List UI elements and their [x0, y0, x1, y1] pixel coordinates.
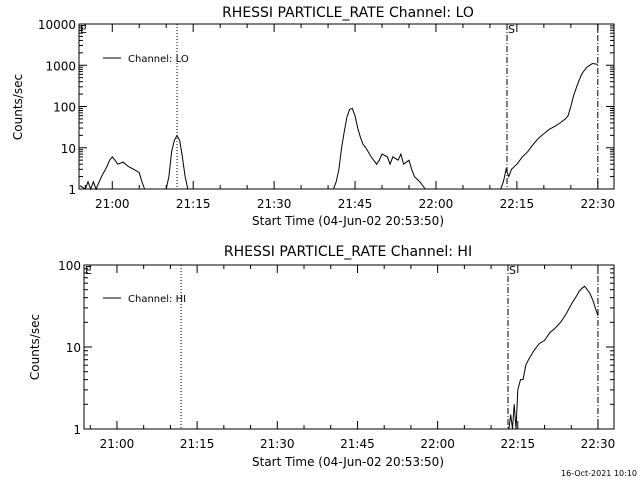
x-tick-label: 21:15 [176, 197, 211, 211]
x-tick-label: 21:00 [95, 197, 130, 211]
plot-frame [83, 264, 615, 430]
time-marker-label: E [85, 264, 92, 277]
y-tick-label: 10000 [38, 18, 76, 32]
y-tick-label: 1 [73, 423, 81, 437]
y-axis-label: Counts/sec [28, 314, 42, 380]
y-tick-label: 100 [53, 101, 76, 115]
x-tick-label: 22:15 [500, 197, 535, 211]
time-marker-label: S [508, 23, 515, 36]
x-tick-label: 22:30 [581, 437, 616, 451]
x-tick-label: 22:00 [420, 437, 455, 451]
x-tick-label: 21:30 [257, 197, 292, 211]
lo-channel-panel: RHESSI PARTICLE_RATE Channel: LO Counts/… [11, 5, 615, 228]
x-axis-label: Start Time (04-Jun-02 20:53:50) [252, 455, 444, 469]
time-marker-label: S [509, 264, 516, 277]
x-axis-label: Start Time (04-Jun-02 20:53:50) [252, 214, 444, 228]
chart-title: RHESSI PARTICLE_RATE Channel: HI [224, 244, 472, 260]
time-marker-label: E [80, 23, 87, 36]
legend-label: Channel: LO [128, 54, 189, 65]
x-tick-label: 21:45 [338, 197, 373, 211]
series-line [79, 62, 598, 191]
plot-frame [78, 23, 615, 190]
chart-title: RHESSI PARTICLE_RATE Channel: LO [222, 5, 474, 21]
y-tick-label: 10 [66, 341, 81, 355]
x-tick-label: 21:00 [100, 437, 135, 451]
y-tick-label: 10 [61, 142, 76, 156]
y-axis-label: Counts/sec [11, 74, 25, 140]
legend: Channel: HI [103, 294, 186, 305]
x-tick-label: 21:15 [180, 437, 215, 451]
x-tick-label: 21:45 [340, 437, 375, 451]
series-line [508, 285, 599, 430]
x-tick-label: 22:15 [501, 437, 536, 451]
x-tick-label: 22:00 [419, 197, 454, 211]
y-tick-label: 1 [68, 183, 76, 197]
legend-label: Channel: HI [128, 294, 186, 305]
render-timestamp: 16-Oct-2021 10:10 [561, 469, 637, 478]
x-tick-label: 22:30 [581, 197, 616, 211]
legend: Channel: LO [103, 54, 189, 65]
y-tick-label: 100 [58, 259, 81, 273]
hi-channel-panel: RHESSI PARTICLE_RATE Channel: HI Counts/… [28, 244, 615, 469]
x-tick-label: 21:30 [260, 437, 295, 451]
y-tick-label: 1000 [45, 59, 76, 73]
